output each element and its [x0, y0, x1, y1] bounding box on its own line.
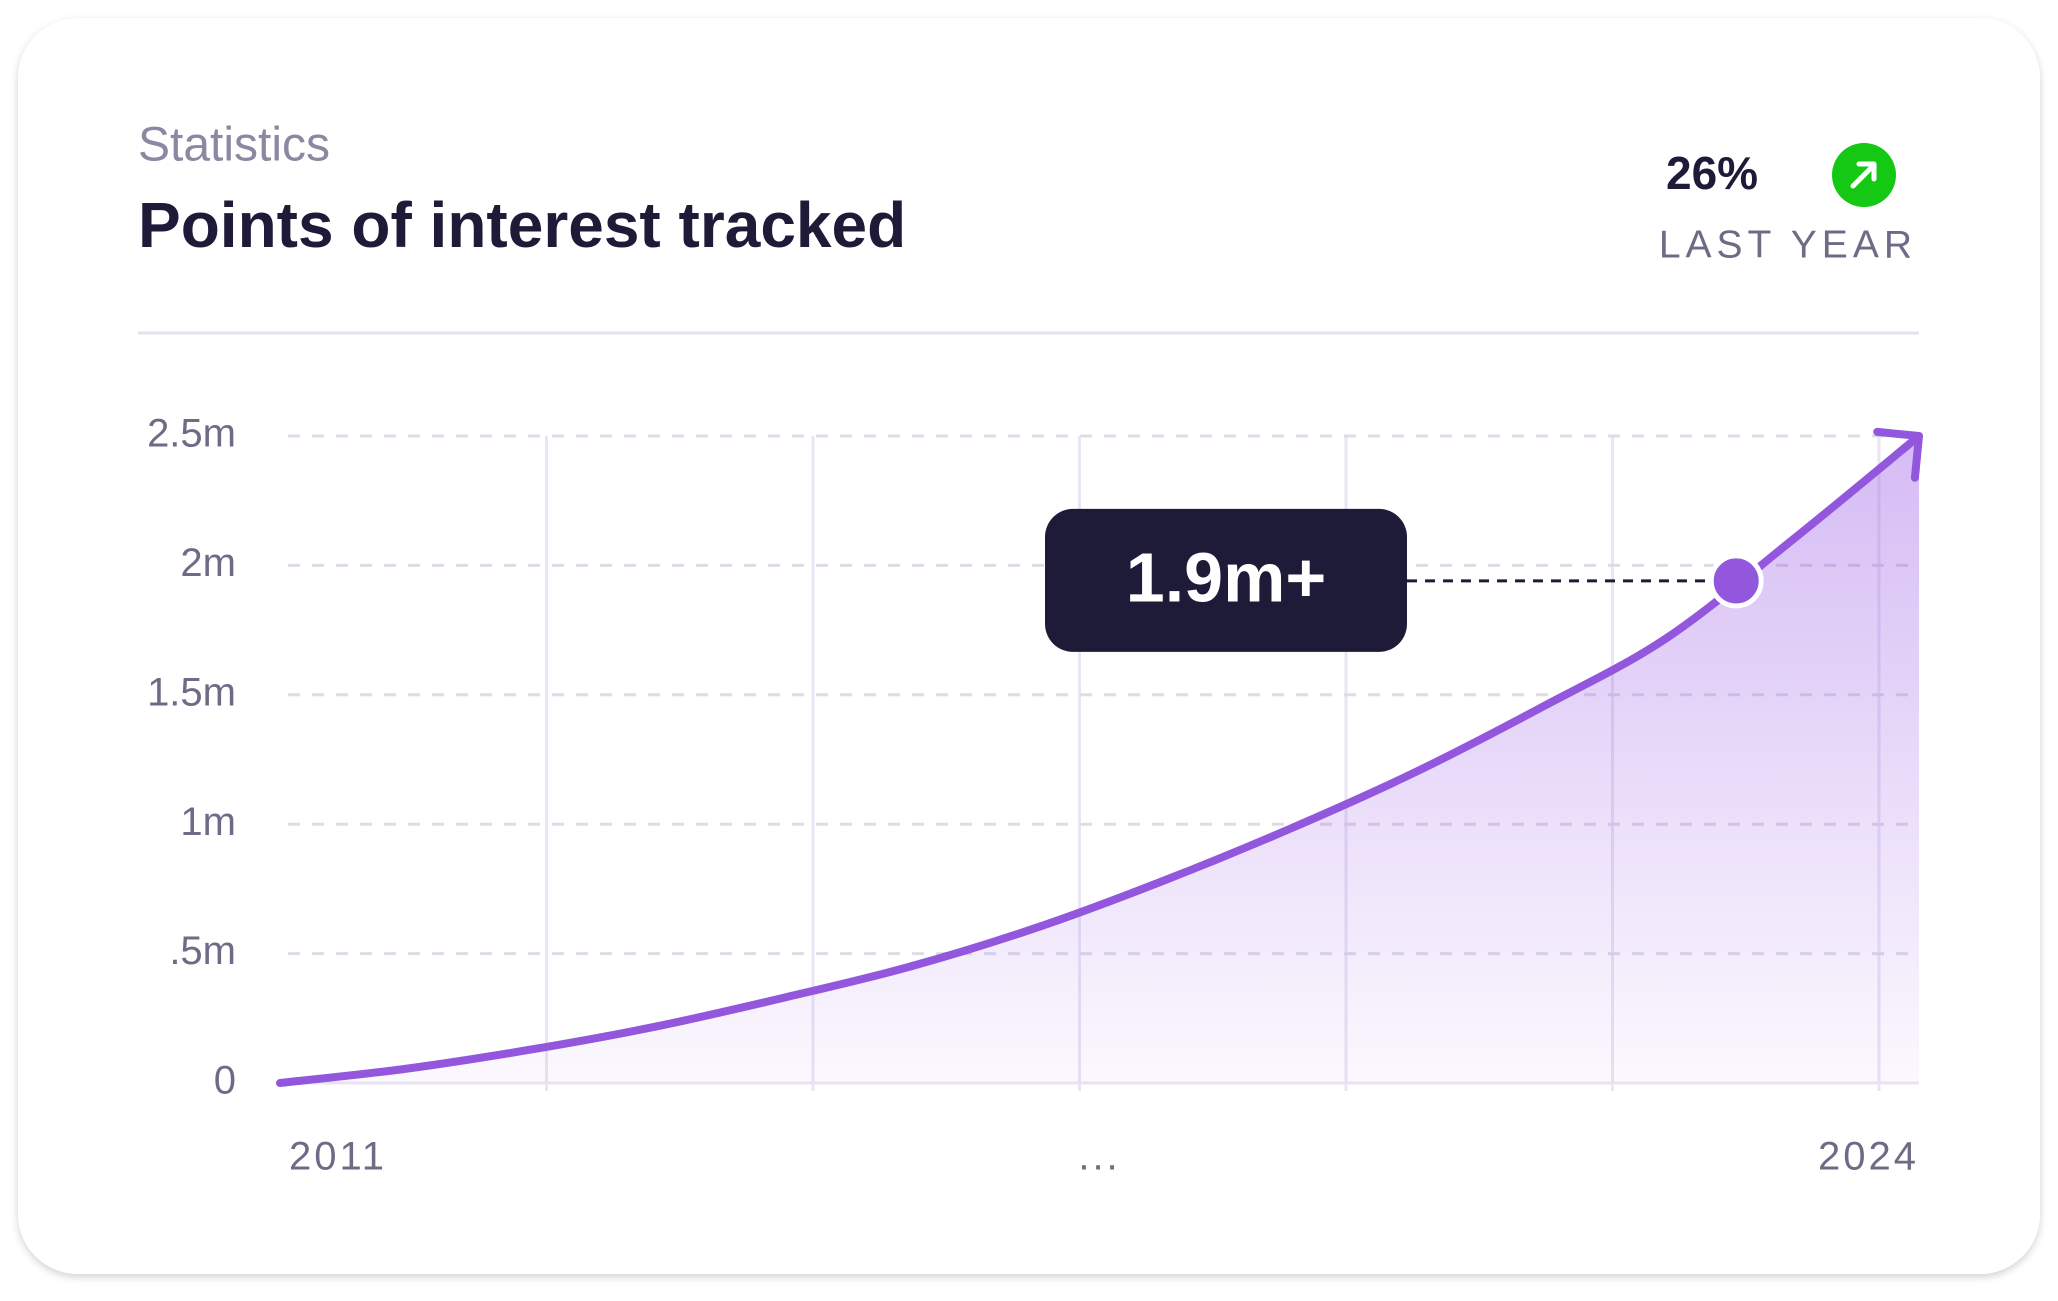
y-tick-label: 2m [180, 541, 236, 585]
kpi-label: LAST YEAR [1659, 223, 1917, 266]
x-tick-label: ... [1078, 1135, 1120, 1179]
annotation-text: 1.9m+ [1126, 538, 1326, 616]
y-tick-label: 0 [214, 1059, 236, 1103]
y-tick-label: 1m [180, 800, 236, 844]
y-tick-label: 1.5m [147, 670, 236, 714]
annotation-box [1045, 508, 1407, 652]
subtitle: Statistics [138, 119, 330, 172]
x-tick-label: 2011 [289, 1135, 387, 1179]
trend-arrow [1850, 161, 1877, 189]
y-tick-label: .5m [169, 929, 236, 973]
line [276, 432, 1923, 1087]
annotation-point [1708, 553, 1764, 609]
x-tick-label: 2024 [1818, 1135, 1919, 1179]
y-tick-label: 2.5m [147, 412, 236, 456]
kpi-value: 26% [1666, 147, 1758, 199]
area-fill [280, 436, 1919, 1083]
arrow-head [1873, 427, 1923, 482]
title: Points of interest tracked [138, 189, 906, 261]
